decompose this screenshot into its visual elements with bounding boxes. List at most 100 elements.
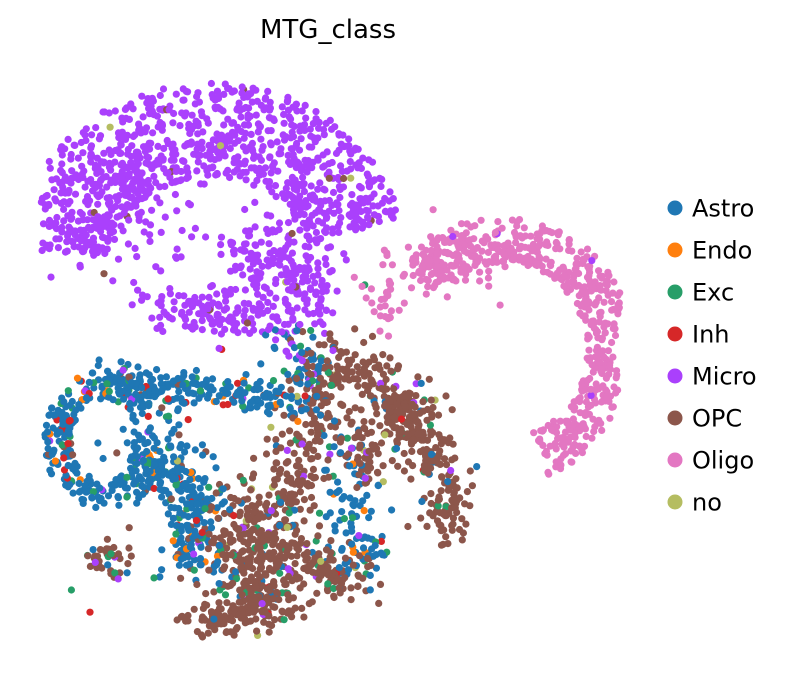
point-astro [170, 377, 178, 385]
point-oligo [429, 206, 437, 214]
point-micro [326, 268, 334, 276]
point-oligo [388, 261, 396, 269]
point-opc [205, 566, 213, 574]
point-micro [108, 219, 116, 227]
point-opc [422, 453, 430, 461]
point-micro [240, 134, 248, 142]
point-astro [392, 444, 401, 453]
point-opc [356, 433, 364, 441]
point-astro [371, 541, 379, 550]
point-opc [173, 616, 181, 624]
point-micro [290, 122, 298, 130]
point-micro [138, 169, 146, 177]
point-astro [342, 529, 350, 537]
point-opc [300, 517, 308, 525]
point-astro [207, 524, 216, 532]
point-opc [283, 548, 291, 556]
point-astro [199, 451, 207, 459]
point-micro [287, 274, 296, 283]
legend: Astro Endo Exc Inh Micro OPC Oligo no [667, 195, 757, 517]
point-opc [409, 462, 417, 470]
point-oligo [422, 290, 430, 298]
point-astro [208, 494, 216, 503]
point-micro [227, 285, 235, 294]
point-astro [196, 484, 204, 492]
point-micro [305, 310, 313, 318]
point-micro [312, 197, 320, 205]
point-micro [59, 183, 67, 191]
point-exc [201, 505, 209, 513]
point-astro [191, 492, 199, 501]
point-astro [179, 381, 187, 389]
point-oligo [550, 417, 558, 425]
point-micro [160, 144, 168, 153]
point-astro [247, 398, 256, 406]
point-astro [116, 480, 124, 488]
point-opc [423, 445, 431, 454]
point-astro [276, 521, 284, 530]
point-micro [252, 241, 260, 250]
point-micro [175, 292, 183, 300]
point-micro [264, 307, 272, 315]
point-oligo [516, 253, 524, 261]
point-micro [159, 85, 168, 93]
point-opc [271, 616, 279, 624]
point-opc [175, 431, 183, 439]
point-micro [128, 301, 136, 309]
point-opc [304, 482, 312, 490]
point-micro [317, 295, 325, 303]
point-inh [164, 395, 172, 403]
point-opc [442, 392, 450, 400]
point-opc [244, 495, 252, 503]
point-astro [257, 360, 265, 368]
point-opc [384, 394, 392, 402]
point-oligo [440, 275, 448, 283]
point-opc [354, 376, 362, 384]
point-opc [439, 508, 447, 516]
point-exc [172, 481, 180, 489]
point-opc [204, 545, 212, 553]
point-astro [378, 551, 387, 559]
point-opc [380, 386, 388, 394]
point-exc [307, 326, 315, 335]
point-oligo [498, 224, 506, 232]
point-oligo [538, 262, 546, 270]
point-micro [335, 130, 343, 138]
point-micro [146, 237, 154, 245]
point-micro [385, 197, 393, 205]
point-oligo [580, 442, 589, 450]
point-opc [458, 515, 466, 523]
point-micro [169, 119, 177, 127]
point-opc [434, 411, 443, 419]
point-opc [370, 353, 378, 361]
point-opc [379, 351, 387, 359]
point-micro [314, 306, 322, 314]
point-opc [91, 552, 99, 560]
point-micro [240, 299, 248, 307]
point-micro [206, 147, 214, 155]
point-astro [129, 411, 137, 419]
point-micro [289, 193, 297, 201]
point-micro [240, 121, 249, 129]
point-astro [104, 367, 112, 375]
point-astro [196, 555, 205, 563]
point-micro [117, 161, 125, 169]
point-exc [239, 402, 247, 410]
point-micro [241, 326, 249, 334]
point-oligo [557, 434, 565, 442]
point-micro [237, 246, 245, 254]
point-inh [66, 416, 74, 425]
point-oligo [610, 320, 618, 328]
point-astro [154, 467, 162, 475]
point-micro [104, 237, 112, 245]
point-oligo [536, 438, 544, 446]
point-opc [315, 522, 324, 530]
point-oligo [582, 398, 591, 406]
point-micro [204, 305, 212, 313]
point-micro [135, 120, 143, 128]
point-oligo [580, 283, 589, 291]
point-opc [278, 430, 286, 438]
point-micro [267, 169, 275, 177]
point-micro [178, 226, 186, 235]
point-micro [188, 233, 196, 241]
